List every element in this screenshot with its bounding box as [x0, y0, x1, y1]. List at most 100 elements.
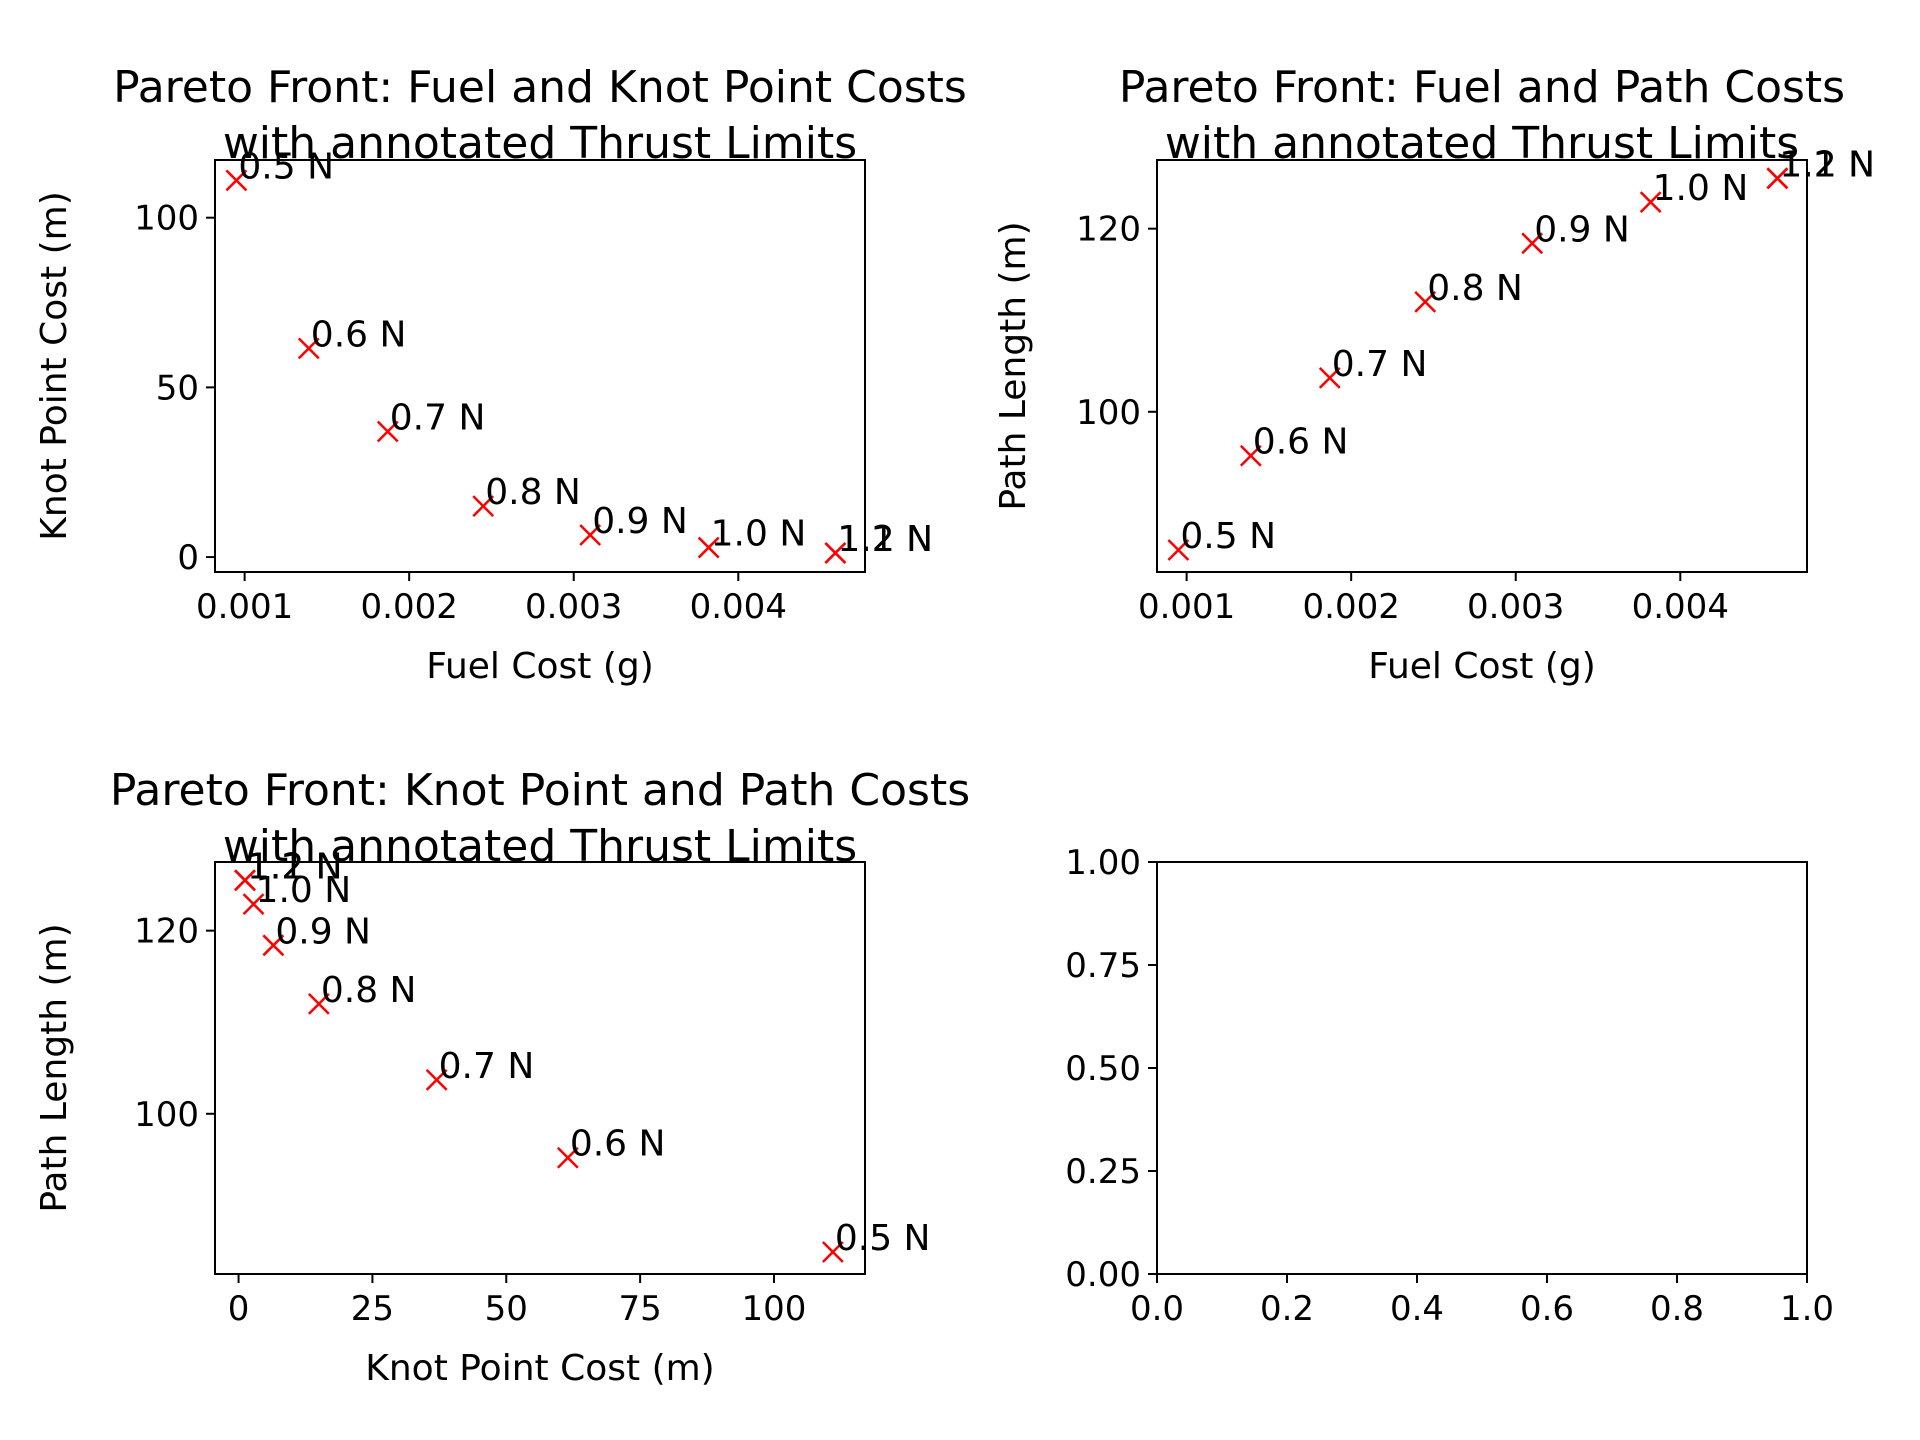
- thrust-annotation: 1.1 N: [247, 846, 343, 887]
- marker-stroke: [234, 869, 256, 892]
- x-tick-label: 0.002: [1303, 587, 1400, 627]
- x-axis-label: Fuel Cost (g): [1368, 646, 1596, 687]
- data-point-marker: [1167, 539, 1190, 561]
- thrust-annotation: 0.8 N: [1427, 268, 1523, 309]
- subplot-4: 0.0 0.2 0.4 0.6 0.8 1.0 0.00 0.25 0.50 0.75 1.00: [1065, 843, 1834, 1329]
- data-point-marker: [234, 869, 256, 892]
- data-point-marker: [242, 893, 265, 915]
- subplot-3-title: Pareto Front: Knot Point and Path Costs w…: [110, 765, 970, 872]
- marker-stroke: [472, 495, 495, 518]
- y-tick-label: 0.75: [1065, 946, 1141, 986]
- thrust-annotation: 0.5 N: [238, 146, 334, 187]
- axes-frame: [214, 159, 866, 573]
- y-tick-label: 0.50: [1065, 1049, 1141, 1089]
- y-axis-label: Path Length (m): [34, 923, 75, 1212]
- data-point-marker: [556, 1146, 579, 1169]
- y-tick-label: 50: [156, 368, 199, 408]
- y-tick-label: 100: [134, 199, 199, 239]
- x-tick-label: 0: [228, 1289, 250, 1329]
- axes-frame: [1156, 861, 1808, 1275]
- y-tick-label: 0: [177, 538, 199, 578]
- title-line: Pareto Front: Fuel and Knot Point Costs: [113, 62, 967, 113]
- subplot-1: Pareto Front: Fuel and Knot Point Costs w…: [34, 62, 967, 687]
- x-tick-label: 75: [618, 1289, 661, 1329]
- y-axis-label: Knot Point Cost (m): [34, 191, 75, 540]
- y-tick-label: 0.25: [1065, 1152, 1141, 1192]
- thrust-annotation: 1.0 N: [711, 514, 807, 555]
- data-point-marker: [262, 934, 285, 957]
- thrust-annotation: 0.9 N: [1534, 209, 1630, 250]
- marker-stroke: [262, 934, 285, 957]
- x-tick-label: 0.2: [1260, 1289, 1314, 1329]
- thrust-annotation: 1.2 N: [247, 846, 343, 887]
- thrust-annotation: 0.6 N: [570, 1124, 666, 1165]
- x-tick-label: 50: [485, 1289, 528, 1329]
- thrust-annotation: 1.1 N: [1779, 144, 1875, 185]
- marker-stroke: [1167, 539, 1190, 561]
- marker-stroke: [556, 1146, 579, 1169]
- marker-stroke: [697, 536, 720, 559]
- thrust-annotation: 0.8 N: [321, 970, 417, 1011]
- title-line: Pareto Front: Fuel and Path Costs: [1119, 62, 1845, 113]
- thrust-annotation: 1.2 N: [1779, 144, 1875, 185]
- x-tick-label: 0.004: [690, 587, 787, 627]
- x-tick-label: 0.001: [1138, 587, 1235, 627]
- data-point-marker: [1766, 167, 1789, 190]
- subplot-2: Pareto Front: Fuel and Path Costs with an…: [993, 62, 1875, 687]
- x-tick-label: 0.001: [196, 587, 293, 627]
- x-tick-label: 0.4: [1390, 1289, 1444, 1329]
- marker-stroke: [376, 420, 399, 443]
- x-axis-label: Fuel Cost (g): [426, 646, 654, 687]
- y-axis-label: Path Length (m): [993, 221, 1034, 510]
- marker-stroke: [1318, 367, 1341, 389]
- title-line: Pareto Front: Knot Point and Path Costs: [110, 765, 970, 816]
- marker-stroke: [1766, 167, 1789, 190]
- data-point-marker: [307, 993, 330, 1015]
- marker-stroke: [297, 337, 320, 360]
- data-point-marker: [824, 542, 847, 564]
- y-tick-label: 120: [134, 912, 199, 952]
- x-tick-label: 25: [351, 1289, 394, 1329]
- thrust-annotation: 0.9 N: [275, 911, 371, 952]
- axes-frame: [1156, 159, 1808, 573]
- y-tick-label: 120: [1076, 210, 1141, 250]
- marker-stroke: [1521, 232, 1544, 255]
- data-point-marker: [1521, 232, 1544, 255]
- x-tick-label: 0.6: [1520, 1289, 1574, 1329]
- thrust-annotation: 1.0 N: [256, 870, 352, 911]
- thrust-annotation: 0.6 N: [1253, 422, 1349, 463]
- x-tick-label: 1.0: [1780, 1289, 1834, 1329]
- x-tick-label: 100: [742, 1289, 807, 1329]
- x-tick-label: 0.0: [1130, 1289, 1184, 1329]
- marker-stroke: [307, 993, 330, 1015]
- thrust-annotation: 0.5 N: [1180, 516, 1276, 557]
- thrust-annotation: 1.1 N: [837, 519, 933, 560]
- y-tick-label: 0.00: [1065, 1255, 1141, 1295]
- thrust-annotation: 0.7 N: [1332, 344, 1428, 385]
- marker-stroke: [225, 169, 248, 192]
- data-point-marker: [1639, 191, 1662, 213]
- title-line: with annotated Thrust Limits: [223, 821, 857, 872]
- marker-stroke: [1239, 444, 1262, 467]
- y-tick-label: 1.00: [1065, 843, 1141, 883]
- data-point-marker: [579, 524, 602, 546]
- data-point-marker: [1318, 367, 1341, 389]
- axes-frame: [214, 861, 866, 1275]
- data-point-marker: [1239, 444, 1262, 467]
- x-tick-label: 0.8: [1650, 1289, 1704, 1329]
- x-tick-label: 0.003: [1467, 587, 1564, 627]
- marker-stroke: [425, 1069, 448, 1091]
- data-point-marker: [821, 1241, 844, 1263]
- data-point-marker: [472, 495, 495, 518]
- thrust-annotation: 0.8 N: [485, 472, 581, 513]
- y-tick-label: 100: [134, 1095, 199, 1135]
- marker-stroke: [821, 1241, 844, 1263]
- thrust-annotation: 0.7 N: [390, 397, 486, 438]
- data-point-marker: [1414, 291, 1437, 313]
- marker-stroke: [1639, 191, 1662, 213]
- x-tick-label: 0.004: [1632, 587, 1729, 627]
- x-axis-label: Knot Point Cost (m): [365, 1348, 714, 1389]
- subplot-1-title: Pareto Front: Fuel and Knot Point Costs w…: [113, 62, 967, 169]
- thrust-annotation: 1.2 N: [837, 519, 933, 560]
